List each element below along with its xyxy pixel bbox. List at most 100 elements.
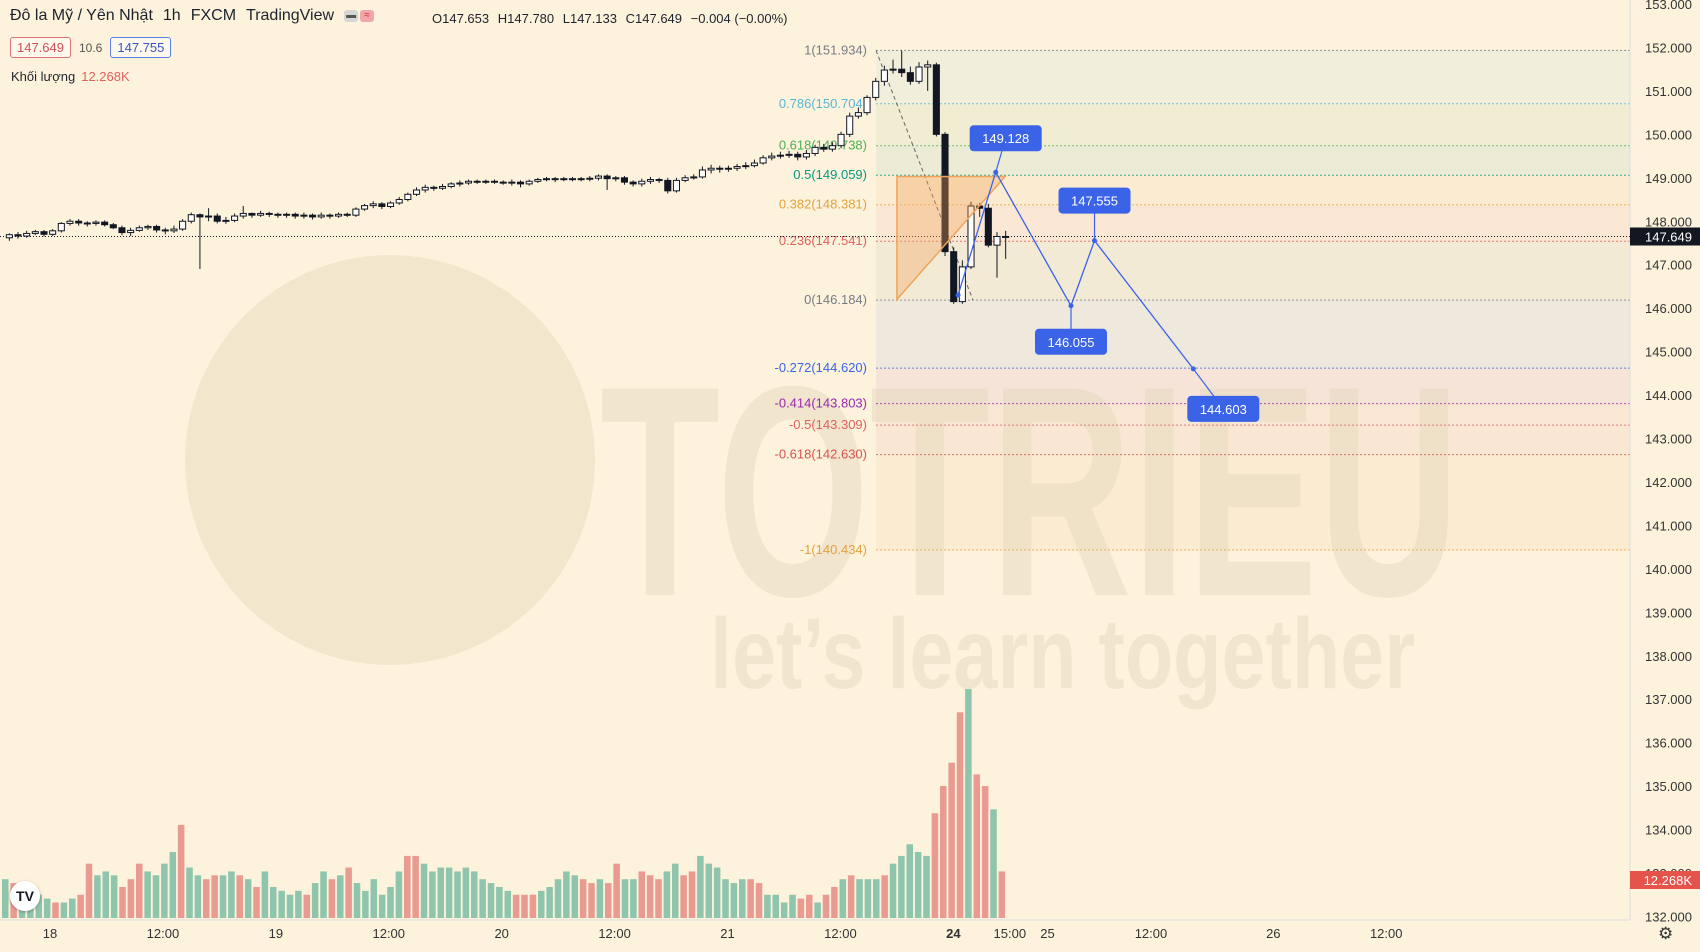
y-tick-label: 153.000 xyxy=(1645,0,1692,12)
candle-up xyxy=(889,68,897,71)
candle-down xyxy=(906,72,914,82)
candle-up xyxy=(776,154,784,157)
volume-bar xyxy=(43,898,51,918)
gear-icon[interactable]: ⚙ xyxy=(1658,924,1674,943)
candle-down xyxy=(1002,235,1010,238)
volume-bar xyxy=(387,886,394,918)
candle-up xyxy=(179,220,187,230)
y-tick-label: 150.000 xyxy=(1645,127,1692,142)
candle-up xyxy=(387,202,395,207)
volume-bar xyxy=(705,863,713,918)
volume-bar xyxy=(328,879,336,918)
candle-down xyxy=(629,181,637,185)
volume-bar xyxy=(889,863,897,918)
candle-down xyxy=(898,68,906,74)
volume-bar xyxy=(739,879,746,918)
y-tick-label: 137.000 xyxy=(1645,692,1692,707)
volume-bar xyxy=(814,902,821,918)
market-status-badge[interactable]: ▬ ≈ xyxy=(344,10,375,22)
volume-bar xyxy=(873,879,880,918)
candle-up xyxy=(967,205,975,268)
volume-bar xyxy=(295,890,302,918)
candle-up xyxy=(464,180,473,184)
x-tick-label: 12:00 xyxy=(1135,926,1168,941)
candle-up xyxy=(508,181,516,184)
fib-level-label: -0.618(142.630) xyxy=(774,447,867,462)
volume-bar xyxy=(831,886,838,918)
volume-bar xyxy=(755,883,763,918)
candle-up xyxy=(915,66,923,82)
volume-bar xyxy=(680,875,687,918)
volume-legend: Khối lượng 12.268K xyxy=(11,69,130,84)
drawings[interactable]: 149.128 146.055 147.555 144.603 xyxy=(896,125,1260,422)
fib-level-label: 0(146.184) xyxy=(804,292,867,307)
candle-up xyxy=(205,215,213,218)
candle-up xyxy=(993,235,1001,246)
volume-bar xyxy=(270,886,277,918)
fib-level-label: -0.272(144.620) xyxy=(774,360,867,375)
candle-down xyxy=(620,177,628,183)
volume-bar xyxy=(931,813,939,918)
current-price-tag-text: 147.649 xyxy=(1645,230,1692,245)
candle-up xyxy=(638,180,646,185)
volume-bar xyxy=(437,867,445,918)
tradingview-logo-icon[interactable]: TV xyxy=(10,881,40,911)
candle-up xyxy=(612,177,620,180)
volume-bar xyxy=(806,894,813,918)
candle-up xyxy=(300,214,308,217)
fib-zone xyxy=(876,300,1630,369)
candle-up xyxy=(456,182,464,185)
candle-up xyxy=(958,266,966,303)
volume-bar xyxy=(378,894,386,918)
volume-bar xyxy=(546,886,553,918)
volume-bar xyxy=(914,852,922,918)
price-axis-bg xyxy=(1630,0,1700,947)
y-tick-label: 135.000 xyxy=(1645,779,1692,794)
candle-up xyxy=(594,175,603,179)
candle-up xyxy=(257,212,265,216)
buy-button[interactable]: 147.755 xyxy=(110,37,172,58)
x-tick-label: 24 xyxy=(946,926,961,941)
fib-zone xyxy=(876,50,1630,104)
interval-label[interactable]: 1h xyxy=(162,7,181,24)
y-tick-label: 149.000 xyxy=(1645,171,1692,186)
x-tick-label: 15:00 xyxy=(994,926,1027,941)
fib-retracement[interactable]: 1(151.934) 0.786(150.704) 0.618(149.738) 0.… xyxy=(774,42,1630,557)
candle-up xyxy=(724,167,732,170)
price-label-box xyxy=(1187,395,1260,422)
y-tick-label: 145.000 xyxy=(1645,345,1692,360)
symbol-name[interactable]: Đô la Mỹ / Yên Nhật xyxy=(10,7,153,24)
volume-bar xyxy=(286,894,294,918)
trade-row: 147.649 10.6 147.755 xyxy=(10,37,172,58)
sell-button[interactable]: 147.649 xyxy=(10,37,71,58)
candle-up xyxy=(863,96,871,114)
high-value: 147.780 xyxy=(507,11,555,26)
volume-bar xyxy=(219,875,227,918)
candle-up xyxy=(698,169,706,178)
candle-up xyxy=(872,80,880,98)
x-tick-label: 12:00 xyxy=(598,926,631,941)
volume-bar xyxy=(77,894,84,918)
volume-bar xyxy=(194,875,202,918)
volume-bar xyxy=(730,883,738,918)
current-volume-tag-text: 12.268K xyxy=(1644,873,1693,888)
volume-bar xyxy=(345,867,352,918)
candle-down xyxy=(118,227,126,234)
candle-up xyxy=(170,228,178,232)
fib-zone xyxy=(876,204,1630,242)
candle-down xyxy=(568,178,577,181)
fib-zone xyxy=(876,425,1630,455)
candle-up xyxy=(283,213,291,216)
candle-up xyxy=(187,214,195,222)
candle-up xyxy=(924,64,932,68)
volume-bar xyxy=(764,894,771,918)
volume-bar xyxy=(596,879,604,918)
candle-down xyxy=(603,175,611,180)
x-tick-label: 12:00 xyxy=(372,926,405,941)
status-wave-icon: ≈ xyxy=(360,10,375,22)
fib-level-label: -1(140.434) xyxy=(800,542,867,557)
candle-up xyxy=(239,212,247,217)
volume-bar xyxy=(420,863,428,918)
